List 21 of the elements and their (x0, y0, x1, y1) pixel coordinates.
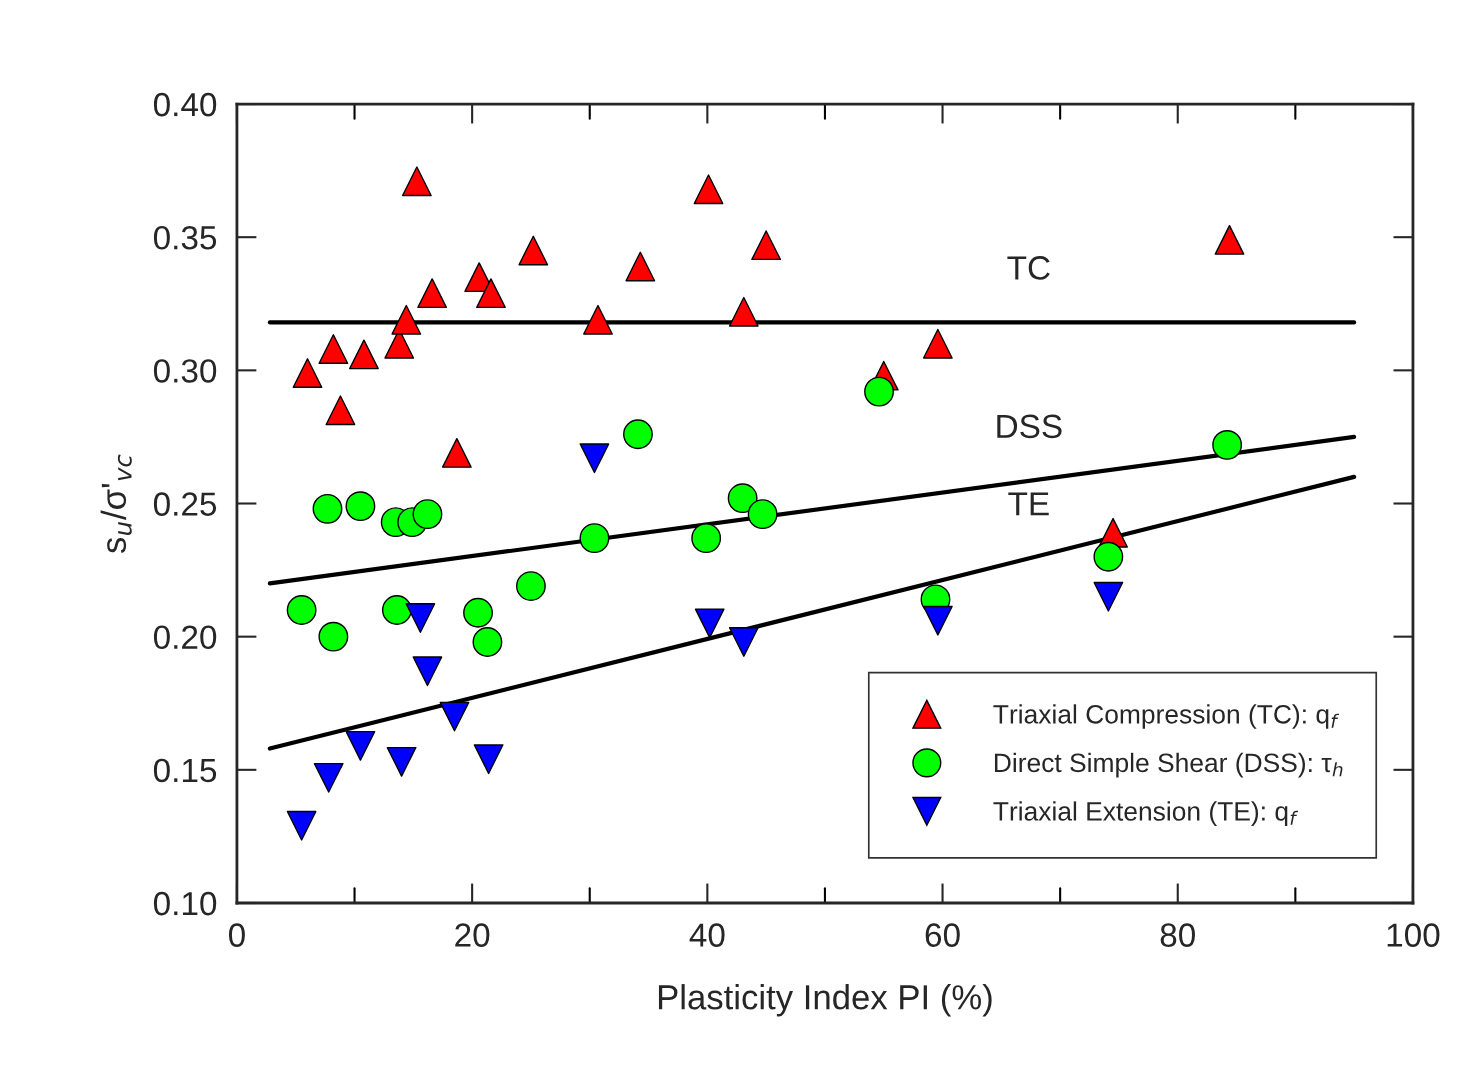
x-axis-title: Plasticity Index PI (%) (658, 984, 992, 1017)
x-tick-label: 20 (455, 923, 490, 947)
x-tick-label: 0 (228, 923, 245, 947)
annotation: DSS (997, 414, 1062, 439)
legend-label: Triaxial Extension (TE): q$_{f}$ (993, 801, 1299, 826)
x-tick-label: 40 (689, 923, 725, 947)
y-tick-label: 0.15 (153, 758, 217, 783)
y-tick-label: 0.20 (153, 625, 217, 650)
y-tick-label: 0.25 (153, 492, 217, 516)
y-axis-title: s$_{u}$/σ'$_{vc}$ (100, 454, 132, 554)
y-tick-label: 0.40 (153, 92, 217, 117)
y-tick-label: 0.30 (153, 359, 217, 383)
legend-label: Direct Simple Shear (DSS): τ$_{h}$ (994, 752, 1343, 778)
annotation: TC (1007, 256, 1050, 280)
y-tick-label: 0.10 (153, 891, 217, 916)
annotation: TE (1008, 492, 1049, 516)
y-tick-label: 0.35 (153, 225, 217, 250)
legend-label: Triaxial Compression (TC): q$_{f}$ (993, 704, 1340, 729)
x-tick-label: 80 (1160, 923, 1195, 947)
x-tick-label: 60 (925, 923, 960, 947)
x-tick-label: 100 (1387, 923, 1440, 947)
